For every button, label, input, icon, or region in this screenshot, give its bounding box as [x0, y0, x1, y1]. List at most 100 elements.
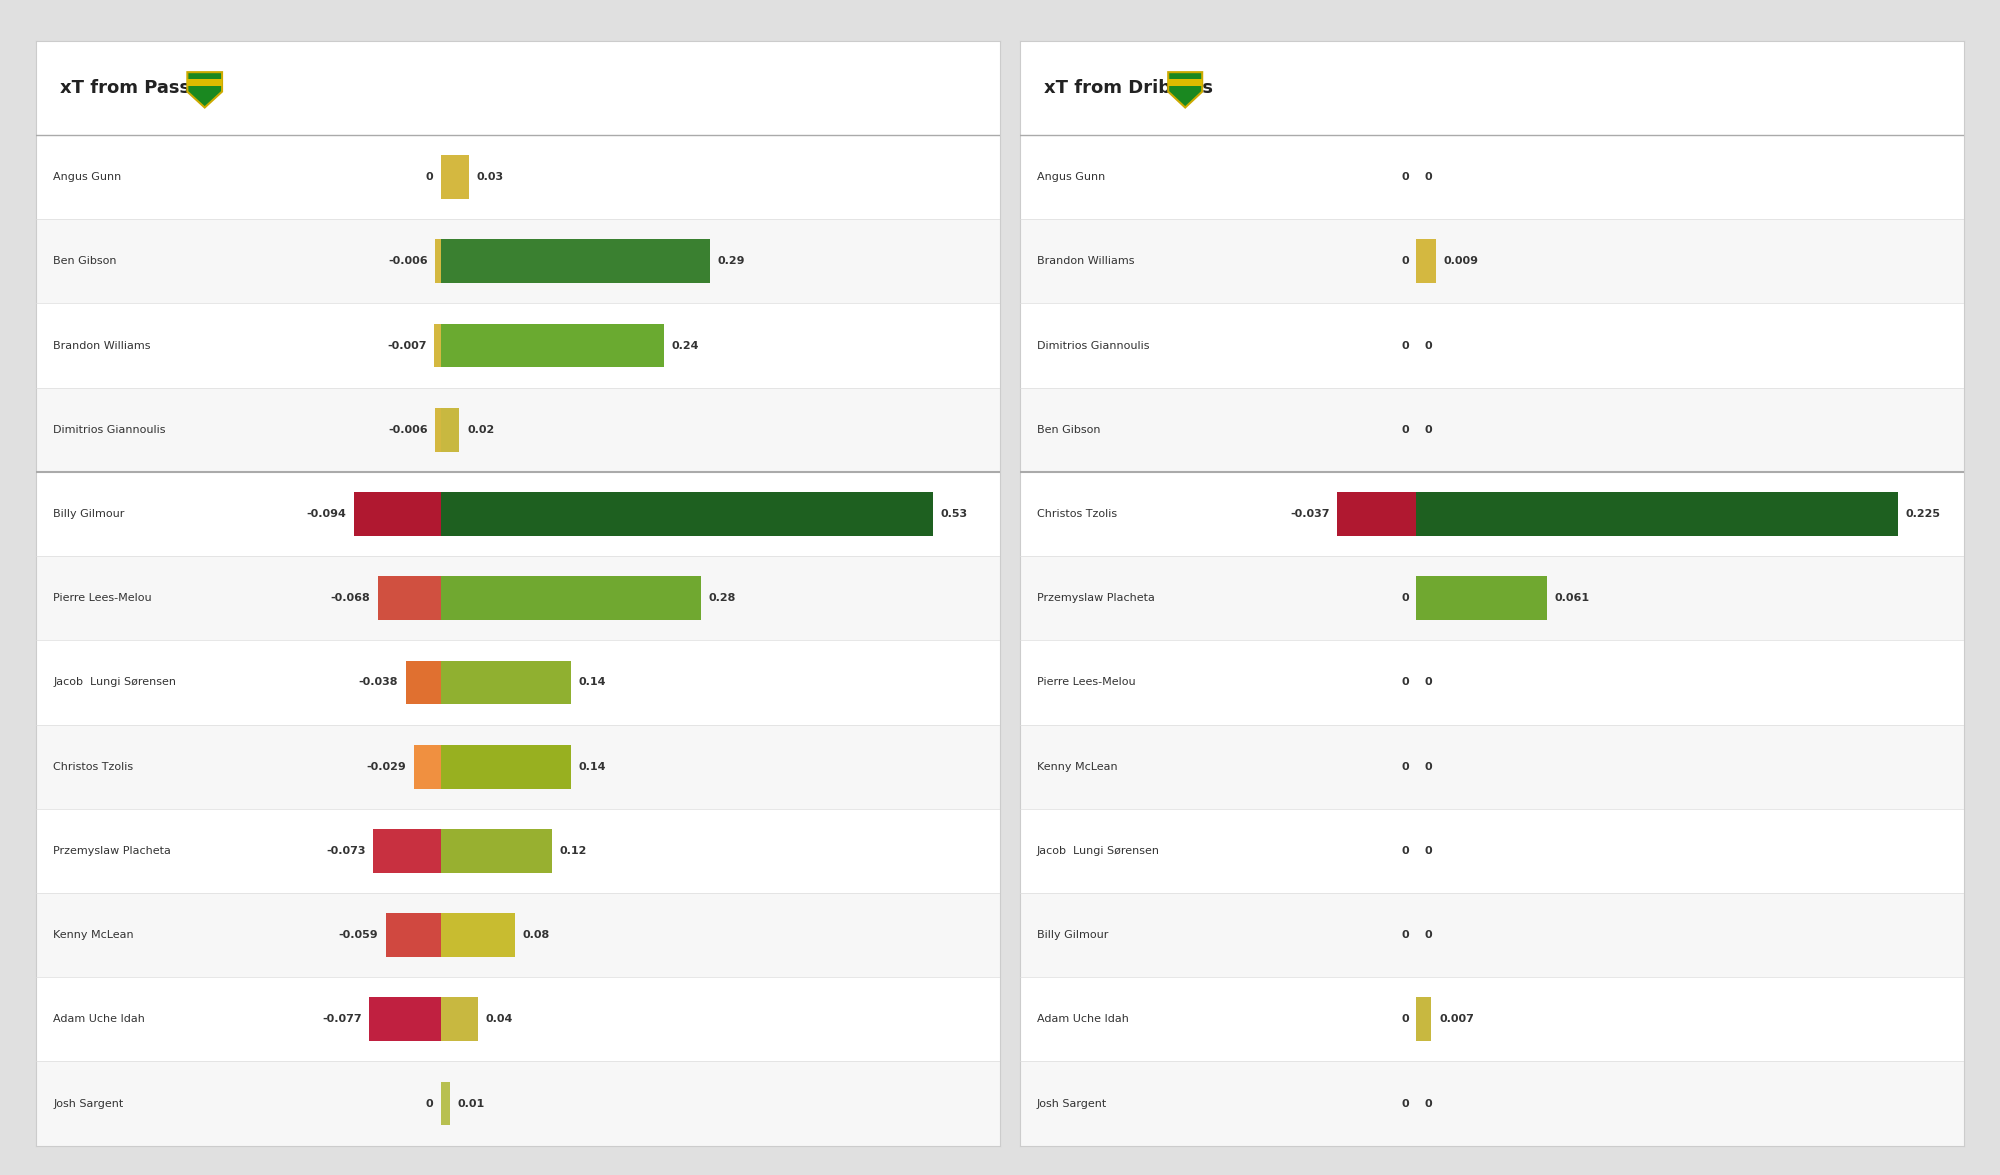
- Text: Brandon Williams: Brandon Williams: [54, 341, 150, 350]
- Bar: [434, 323, 440, 368]
- Text: 0: 0: [1402, 256, 1408, 267]
- Text: Billy Gilmour: Billy Gilmour: [1036, 931, 1108, 940]
- Text: Dimitrios Giannoulis: Dimitrios Giannoulis: [1036, 341, 1150, 350]
- Bar: [36, 725, 1000, 808]
- Text: -0.073: -0.073: [326, 846, 366, 855]
- Text: 0: 0: [426, 172, 434, 182]
- Bar: [1020, 893, 1964, 978]
- Text: 0.29: 0.29: [718, 256, 746, 267]
- Bar: [36, 1061, 1000, 1146]
- Text: 0.009: 0.009: [1444, 256, 1478, 267]
- Text: 0.14: 0.14: [578, 678, 606, 687]
- Text: 0: 0: [1402, 425, 1408, 435]
- Text: Christos Tzolis: Christos Tzolis: [1036, 509, 1118, 519]
- Bar: [1020, 556, 1964, 640]
- Bar: [378, 576, 440, 620]
- Text: xT from Passes: xT from Passes: [60, 79, 214, 98]
- Text: Adam Uche Idah: Adam Uche Idah: [1036, 1014, 1128, 1025]
- Text: 0.03: 0.03: [476, 172, 504, 182]
- Text: Angus Gunn: Angus Gunn: [1036, 172, 1106, 182]
- Text: -0.059: -0.059: [338, 931, 378, 940]
- Text: Adam Uche Idah: Adam Uche Idah: [54, 1014, 146, 1025]
- Text: 0: 0: [1424, 846, 1432, 855]
- Text: 0: 0: [1424, 425, 1432, 435]
- Bar: [1020, 135, 1964, 220]
- Text: 0: 0: [1424, 172, 1432, 182]
- Bar: [36, 135, 1000, 220]
- Text: Przemyslaw Placheta: Przemyslaw Placheta: [54, 846, 172, 855]
- Bar: [36, 388, 1000, 472]
- Text: 0.061: 0.061: [1554, 593, 1590, 603]
- Text: Angus Gunn: Angus Gunn: [54, 172, 122, 182]
- Text: Pierre Lees-Melou: Pierre Lees-Melou: [54, 593, 152, 603]
- Bar: [1020, 472, 1964, 556]
- Text: Jacob  Lungi Sørensen: Jacob Lungi Sørensen: [1036, 846, 1160, 855]
- Polygon shape: [188, 79, 222, 86]
- Text: Billy Gilmour: Billy Gilmour: [54, 509, 124, 519]
- Text: 0.28: 0.28: [708, 593, 736, 603]
- Text: Przemyslaw Placheta: Przemyslaw Placheta: [1036, 593, 1154, 603]
- Bar: [36, 978, 1000, 1061]
- Bar: [440, 660, 570, 704]
- Text: -0.068: -0.068: [330, 593, 370, 603]
- Text: 0: 0: [1402, 1014, 1408, 1025]
- Text: -0.038: -0.038: [358, 678, 398, 687]
- Text: Ben Gibson: Ben Gibson: [1036, 425, 1100, 435]
- Bar: [440, 492, 932, 536]
- Text: -0.007: -0.007: [388, 341, 426, 350]
- Bar: [440, 155, 468, 199]
- Polygon shape: [188, 72, 222, 107]
- Bar: [440, 323, 664, 368]
- Bar: [1020, 640, 1964, 725]
- Text: 0: 0: [1402, 761, 1408, 772]
- Text: -0.029: -0.029: [366, 761, 406, 772]
- Bar: [36, 808, 1000, 893]
- Bar: [1020, 388, 1964, 472]
- Text: 0: 0: [1424, 931, 1432, 940]
- Text: Christos Tzolis: Christos Tzolis: [54, 761, 134, 772]
- Text: 0.14: 0.14: [578, 761, 606, 772]
- Text: Josh Sargent: Josh Sargent: [1036, 1099, 1108, 1108]
- Bar: [1020, 303, 1964, 388]
- Text: 0.007: 0.007: [1440, 1014, 1474, 1025]
- Bar: [1416, 492, 1898, 536]
- Bar: [440, 830, 552, 873]
- Text: 0: 0: [1402, 172, 1408, 182]
- Bar: [406, 660, 440, 704]
- Bar: [440, 913, 516, 956]
- Bar: [1416, 240, 1436, 283]
- Bar: [1338, 492, 1416, 536]
- Bar: [440, 408, 460, 451]
- Text: 0.12: 0.12: [560, 846, 588, 855]
- Text: 0: 0: [1424, 678, 1432, 687]
- Text: 0: 0: [1424, 761, 1432, 772]
- Bar: [1020, 220, 1964, 303]
- Text: 0.04: 0.04: [486, 1014, 514, 1025]
- Text: Kenny McLean: Kenny McLean: [54, 931, 134, 940]
- Bar: [440, 1082, 450, 1126]
- Text: -0.094: -0.094: [306, 509, 346, 519]
- Text: -0.077: -0.077: [322, 1014, 362, 1025]
- Bar: [1416, 998, 1432, 1041]
- Bar: [386, 913, 440, 956]
- Bar: [414, 745, 440, 788]
- Text: Jacob  Lungi Sørensen: Jacob Lungi Sørensen: [54, 678, 176, 687]
- Text: xT from Dribbles: xT from Dribbles: [1044, 79, 1212, 98]
- Text: Ben Gibson: Ben Gibson: [54, 256, 116, 267]
- Text: 0: 0: [1402, 593, 1408, 603]
- Text: 0: 0: [1424, 1099, 1432, 1108]
- Text: 0.08: 0.08: [522, 931, 550, 940]
- Text: 0: 0: [1402, 678, 1408, 687]
- Bar: [1020, 978, 1964, 1061]
- Text: -0.006: -0.006: [388, 256, 428, 267]
- Bar: [36, 640, 1000, 725]
- Text: Josh Sargent: Josh Sargent: [54, 1099, 124, 1108]
- Bar: [36, 893, 1000, 978]
- Text: 0: 0: [1402, 846, 1408, 855]
- Text: Dimitrios Giannoulis: Dimitrios Giannoulis: [54, 425, 166, 435]
- Text: Kenny McLean: Kenny McLean: [1036, 761, 1118, 772]
- Bar: [36, 556, 1000, 640]
- Bar: [1020, 808, 1964, 893]
- Text: 0.53: 0.53: [940, 509, 968, 519]
- Polygon shape: [1168, 79, 1202, 86]
